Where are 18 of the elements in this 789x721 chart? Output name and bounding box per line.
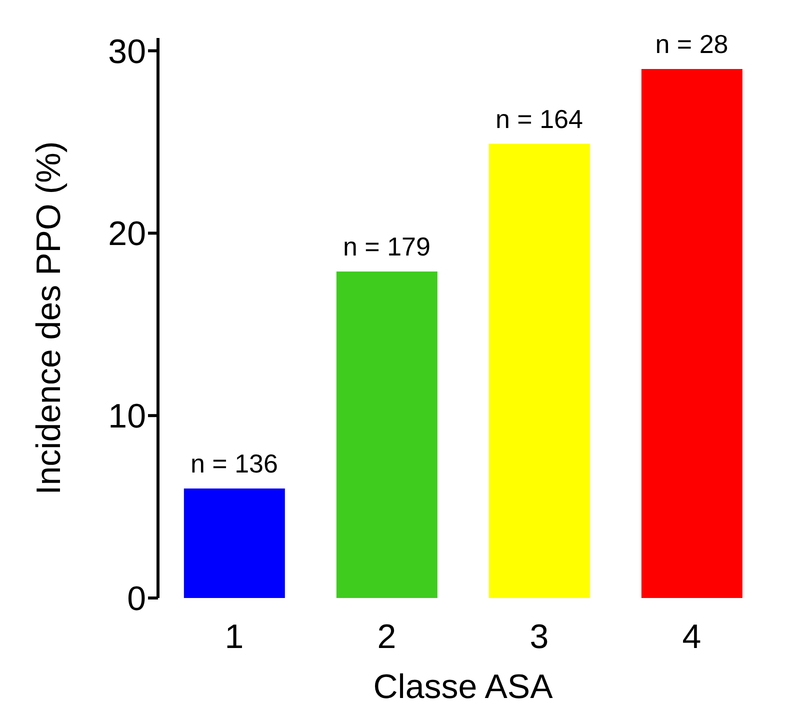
y-tick-label: 20 (108, 215, 146, 254)
bar (488, 144, 590, 598)
annotation: n = 136 (190, 448, 278, 479)
x-tick-label: 3 (530, 618, 549, 656)
x-tick-label: 4 (682, 618, 702, 656)
x-axis-title: Classe ASA (373, 668, 554, 706)
annotation: n = 28 (655, 29, 728, 60)
y-axis-title: Incidence des PPO (%) (30, 141, 68, 495)
y-tick-label: 30 (108, 32, 146, 71)
annotation: n = 179 (343, 231, 430, 262)
bar (184, 488, 285, 598)
annotation: n = 164 (496, 104, 583, 134)
y-tick-label: 0 (127, 580, 146, 618)
bar (641, 69, 742, 598)
bar (336, 271, 438, 598)
x-tick-label: 1 (224, 618, 244, 656)
y-tick-label: 10 (108, 398, 146, 436)
x-tick-label: 2 (377, 618, 396, 656)
